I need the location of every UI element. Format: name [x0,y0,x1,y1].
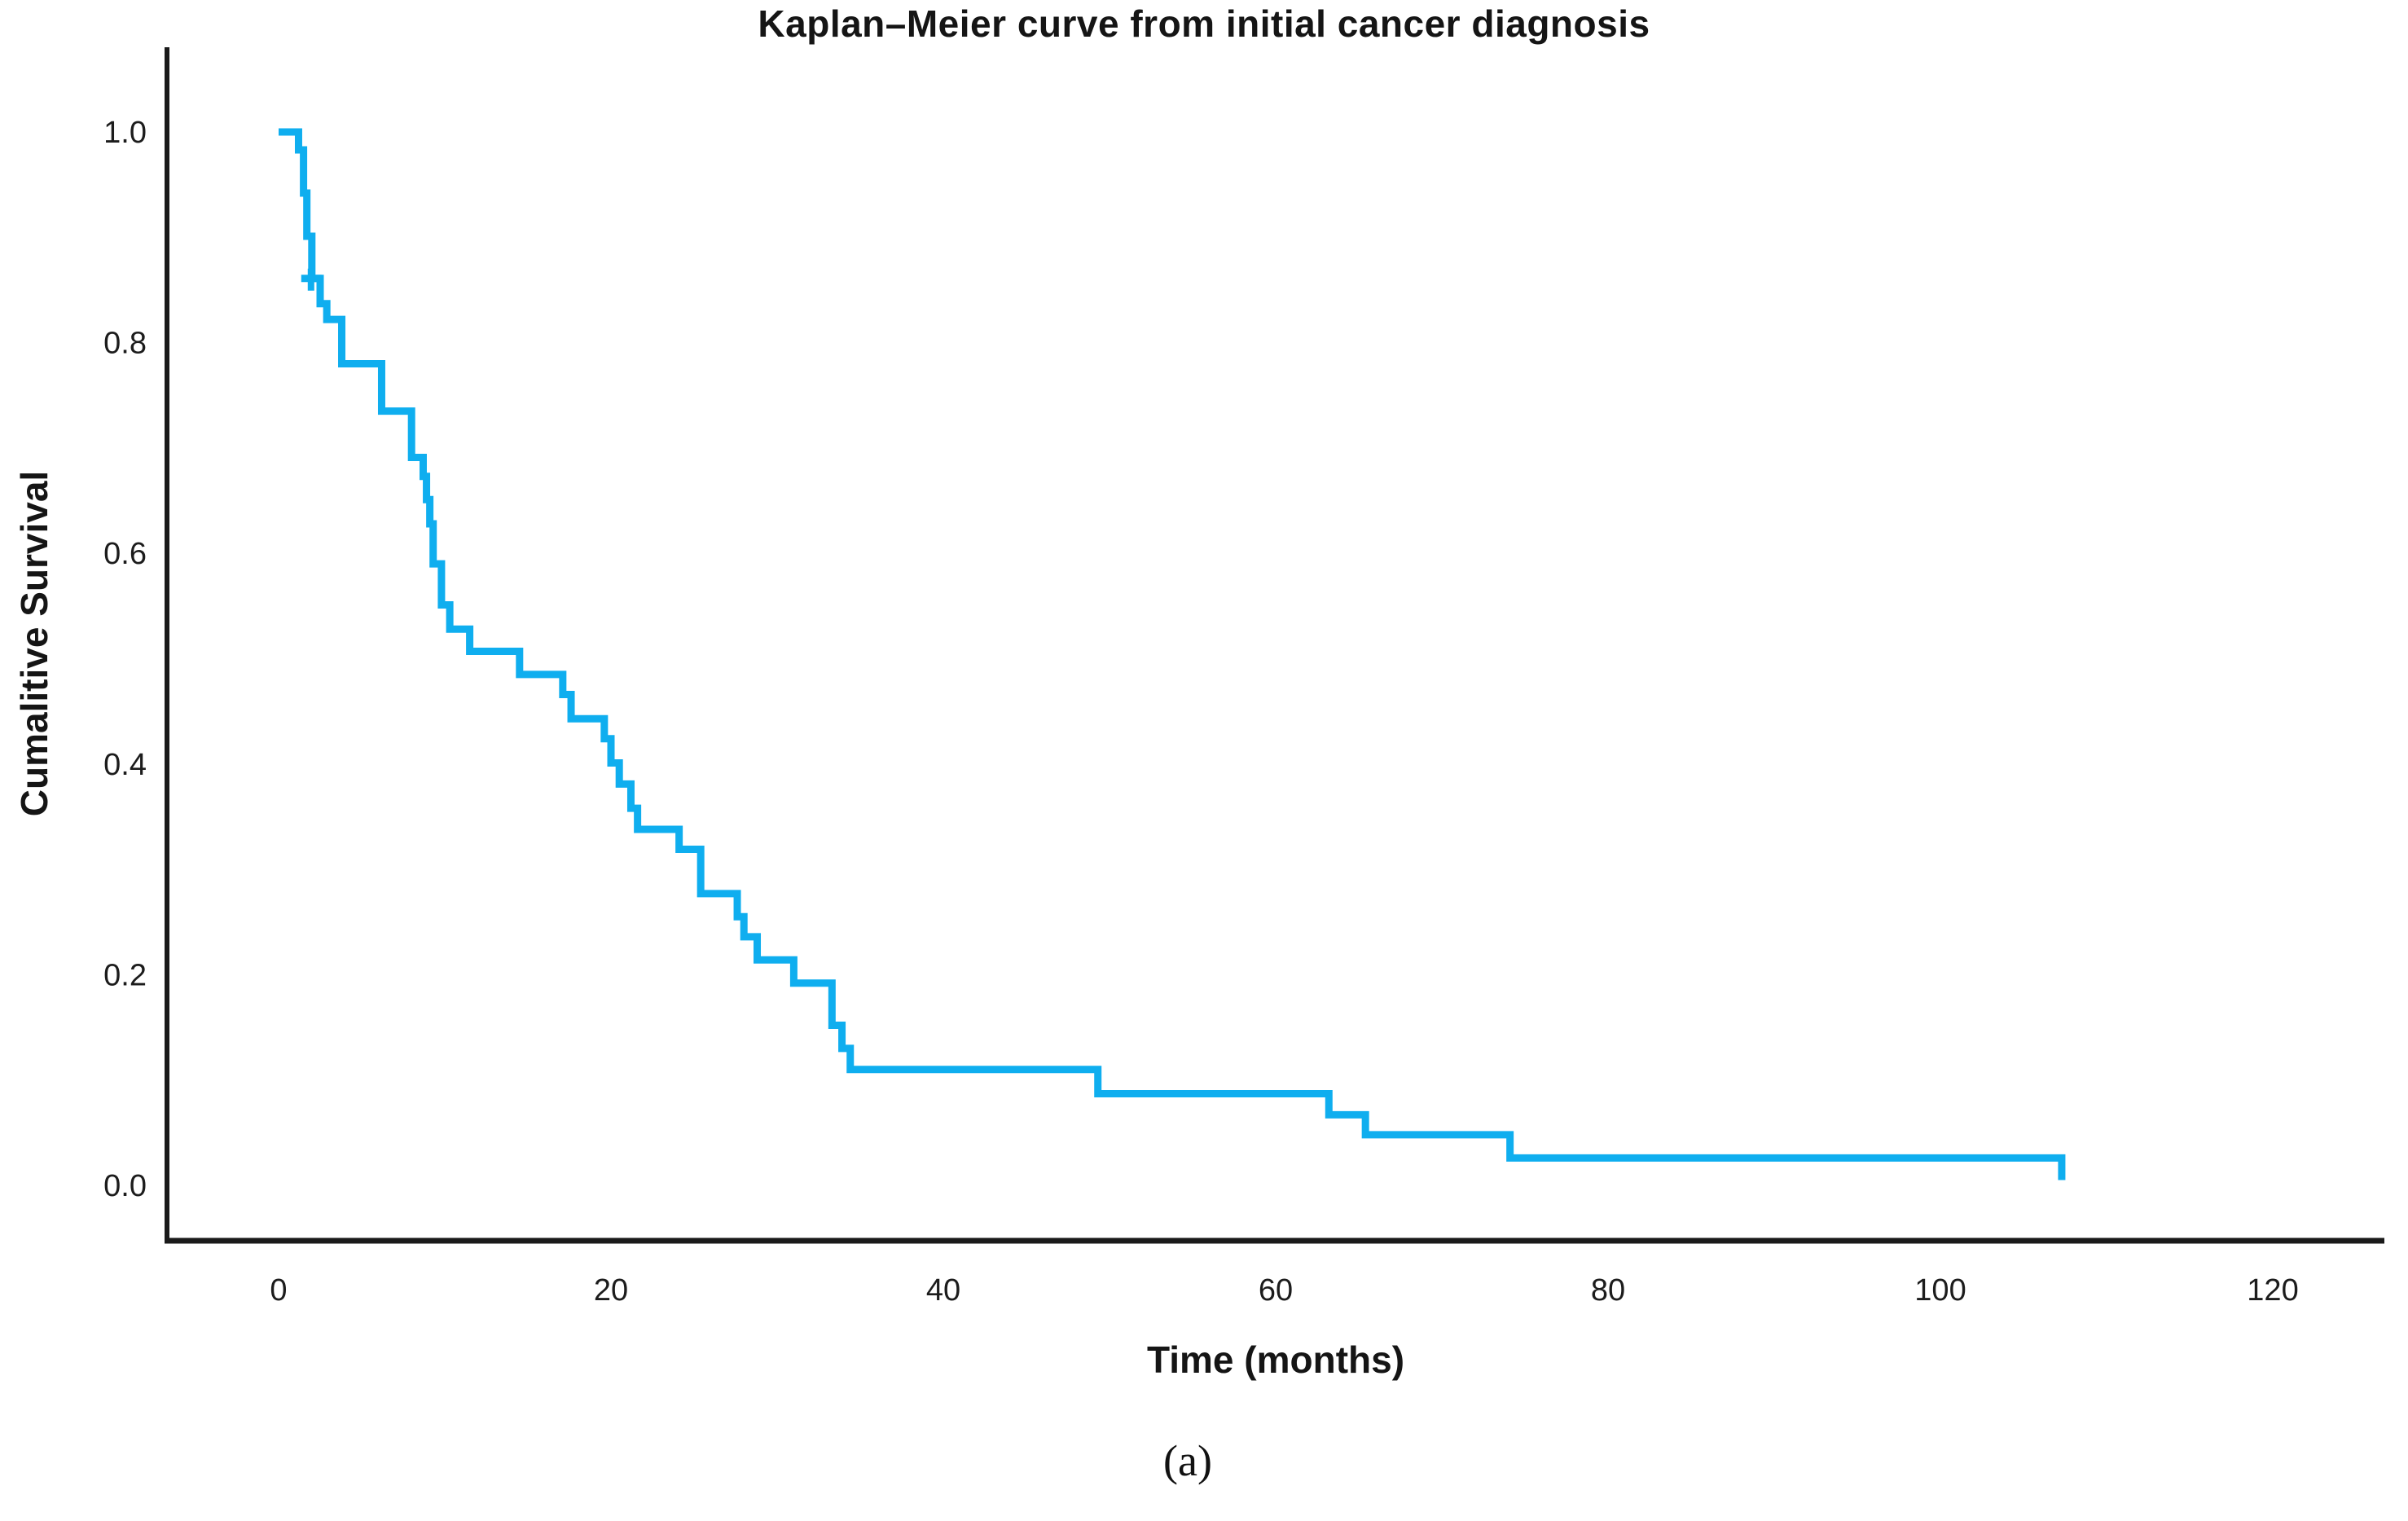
y-tick-label: 0.6 [103,537,147,571]
y-tick-label: 0.8 [103,327,147,361]
x-tick-label: 80 [1591,1273,1625,1308]
x-tick-label: 60 [1259,1273,1293,1308]
censor-marks [301,268,322,291]
x-tick-label: 0 [270,1273,287,1308]
km-curve [279,128,2066,1180]
x-tick-label: 100 [1914,1273,1966,1308]
x-axis-label: Time (months) [1146,1339,1405,1381]
y-tick-label: 0.2 [103,958,147,992]
y-tick-label: 0.0 [103,1169,147,1203]
tick-labels: 1.0 0.8 0.6 0.4 0.2 0.0 0 20 40 60 80 100 120 [103,116,2299,1308]
axes [165,47,2384,1244]
survival-step-line [279,128,2066,1180]
chart-title: Kaplan–Meier curve from initial cancer d… [758,2,1650,45]
y-tick-label: 0.4 [103,748,147,782]
x-tick-label: 40 [926,1273,960,1308]
y-tick-label: 1.0 [103,116,147,150]
figure-caption: (a) [1163,1436,1212,1485]
x-tick-label: 120 [2247,1273,2298,1308]
x-tick-label: 20 [594,1273,628,1308]
